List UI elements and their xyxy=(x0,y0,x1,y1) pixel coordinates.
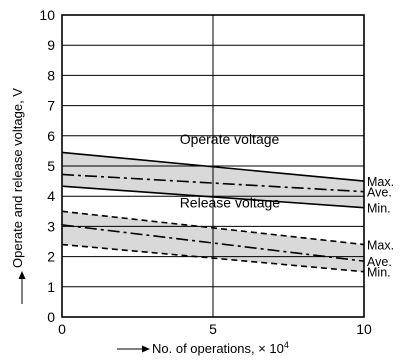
y-tick-label: 4 xyxy=(47,188,55,204)
x-tick-label: 10 xyxy=(356,321,372,337)
x-tick-label: 5 xyxy=(209,321,217,337)
series-line-release-min xyxy=(61,243,365,273)
series-line-operate-min xyxy=(61,185,365,209)
y-axis-arrow xyxy=(18,271,26,304)
y-tick-label: 10 xyxy=(39,7,55,23)
y-tick-label: 8 xyxy=(47,67,55,83)
end-label-operate-min: Min. xyxy=(367,202,391,216)
y-tick-label: 1 xyxy=(47,279,55,295)
series-line-operate-ave xyxy=(61,173,365,193)
x-axis-arrow xyxy=(117,345,150,353)
tick-labels: 0 1 2 3 4 5 6 7 8 9 10 0 5 10 xyxy=(39,7,372,337)
y-tick-label: 7 xyxy=(47,98,55,114)
y-tick-label: 2 xyxy=(47,249,55,265)
y-axis-label: Operate and release voltage, V xyxy=(10,88,25,268)
group-label-release: Release voltage xyxy=(180,194,281,210)
series-line-operate-max xyxy=(61,151,365,182)
end-label-release-min: Min. xyxy=(367,266,391,280)
y-tick-label: 6 xyxy=(47,128,55,144)
x-axis-label-exponent: 4 xyxy=(284,340,289,350)
y-tick-label: 9 xyxy=(47,37,55,53)
group-label-operate: Operate voltage xyxy=(180,131,280,147)
end-label-release-ave: Ave. xyxy=(367,255,392,269)
series-line-release-ave xyxy=(61,224,365,262)
end-label-operate-ave: Ave. xyxy=(367,186,392,200)
end-label-release-max: Max. xyxy=(367,239,394,253)
x-axis-label-main: No. of operations, × 10 xyxy=(152,341,284,356)
series-line-release-max xyxy=(61,210,365,246)
end-label-operate-max: Max. xyxy=(367,175,394,189)
y-tick-label: 3 xyxy=(47,218,55,234)
y-tick-label: 5 xyxy=(47,158,55,174)
plot-frame xyxy=(61,14,365,318)
y-tick-label: 0 xyxy=(47,309,55,325)
x-tick-label: 0 xyxy=(58,321,66,337)
x-axis-label: No. of operations, × 104 xyxy=(152,340,289,356)
series-lines xyxy=(61,151,365,273)
